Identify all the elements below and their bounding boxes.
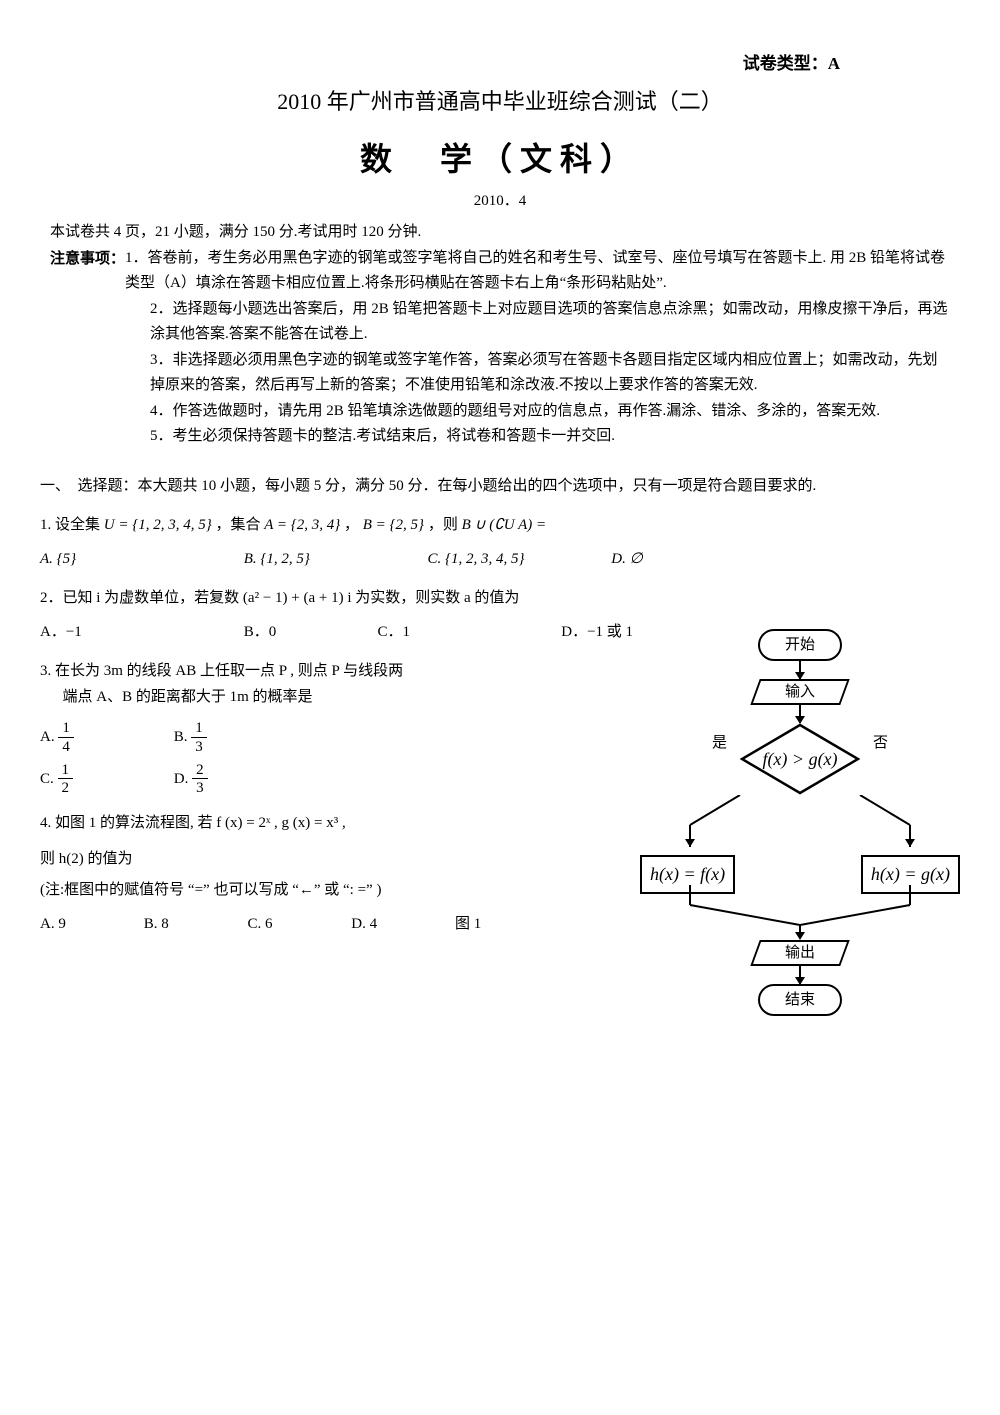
q3-line1: 3. 在长为 3m 的线段 AB 上任取一点 P , 则点 P 与线段两 bbox=[40, 659, 600, 685]
section-1-title: 一、 选择题：本大题共 10 小题，每小题 5 分，满分 50 分．在每小题给出… bbox=[40, 474, 960, 500]
q3-a-den: 4 bbox=[58, 738, 74, 756]
notice-item-2: 2．选择题每小题选出答案后，用 2B 铅笔把答题卡上对应题目选项的答案信息点涂黑… bbox=[150, 297, 950, 348]
q1-expr: B ∪ (∁U A) = bbox=[462, 517, 547, 533]
flow-output-text: 输出 bbox=[785, 945, 815, 961]
exam-date: 2010．4 bbox=[40, 189, 960, 215]
main-title: 2010 年广州市普通高中毕业班综合测试（二） bbox=[40, 83, 960, 120]
flow-input-text: 输入 bbox=[785, 684, 815, 700]
question-1: 1. 设全集 U = {1, 2, 3, 4, 5} ，集合 A = {2, 3… bbox=[40, 513, 960, 572]
q3-c-den: 2 bbox=[58, 779, 74, 797]
question-4: 4. 如图 1 的算法流程图, 若 f (x) = 2ˣ , g (x) = x… bbox=[40, 811, 600, 937]
q1-opt-a: A. {5} bbox=[40, 547, 240, 573]
flow-yes-label: 是 bbox=[712, 731, 727, 757]
q1-U: U = {1, 2, 3, 4, 5} bbox=[104, 517, 212, 533]
q3-b-pre: B. bbox=[174, 729, 188, 745]
flow-end: 结束 bbox=[758, 984, 842, 1016]
flow-no-label: 否 bbox=[873, 731, 888, 757]
q1-B: B = {2, 5} bbox=[363, 517, 424, 533]
q2-opt-b: B．0 bbox=[244, 620, 374, 646]
flow-start: 开始 bbox=[758, 629, 842, 661]
q4-note: (注:框图中的赋值符号 “=” 也可以写成 “←” 或 “: =” ) bbox=[40, 878, 600, 904]
notice-item-5: 5．考生必须保持答题卡的整洁.考试结束后，将试卷和答题卡一并交回. bbox=[150, 424, 950, 450]
q3-b-den: 3 bbox=[191, 738, 207, 756]
flow-input: 输入 bbox=[755, 679, 845, 705]
q1-A: A = {2, 3, 4} bbox=[264, 517, 340, 533]
notice-label: 注意事项： bbox=[50, 250, 125, 267]
q3-opt-c: C. 12 bbox=[40, 762, 170, 798]
q4-opt-a: A. 9 bbox=[40, 912, 140, 938]
flow-decision: f(x) > g(x) 是 否 bbox=[740, 723, 860, 795]
flowchart-figure: 开始 输入 f(x) > g(x) 是 否 h(x) = f(x) h(x) =… bbox=[640, 629, 960, 1016]
flow-arrow-icon bbox=[799, 661, 801, 679]
q3-opt-d: D. 23 bbox=[174, 762, 304, 798]
subject-title: 数 学（文科） bbox=[40, 132, 960, 186]
q1-mid3: ，则 bbox=[428, 517, 458, 533]
q2-opt-a: A．−1 bbox=[40, 620, 240, 646]
q3-c-pre: C. bbox=[40, 771, 54, 787]
q1-mid1: ，集合 bbox=[215, 517, 260, 533]
flow-branch-lines-icon bbox=[640, 795, 960, 855]
q4-opt-b: B. 8 bbox=[144, 912, 244, 938]
exam-summary: 本试卷共 4 页，21 小题，满分 150 分.考试用时 120 分钟. bbox=[40, 220, 960, 246]
q1-opt-c: C. {1, 2, 3, 4, 5} bbox=[428, 547, 608, 573]
question-3: 3. 在长为 3m 的线段 AB 上任取一点 P , 则点 P 与线段两 端点 … bbox=[40, 659, 600, 797]
q3-opt-a: A. 14 bbox=[40, 720, 170, 756]
paper-type-line: 试卷类型：A bbox=[40, 50, 960, 79]
q3-d-pre: D. bbox=[174, 771, 189, 787]
q2-stem: 2．已知 i 为虚数单位，若复数 (a² − 1) + (a + 1) i 为实… bbox=[40, 590, 519, 606]
q4-opt-d: D. 4 bbox=[351, 912, 451, 938]
notice-block: 注意事项： 1．答卷前，考生务必用黑色字迹的钢笔或签字笔将自己的姓名和考生号、试… bbox=[40, 246, 960, 450]
flow-assign-yes: h(x) = f(x) bbox=[640, 855, 735, 894]
q2-opt-d: D．−1 或 1 bbox=[561, 620, 633, 646]
figure-1-label: 图 1 bbox=[455, 916, 481, 932]
q4-opt-c: C. 6 bbox=[248, 912, 348, 938]
notice-item-4: 4．作答选做题时，请先用 2B 铅笔填涂选做题的题组号对应的信息点，再作答.漏涂… bbox=[150, 399, 950, 425]
flow-arrow-icon bbox=[799, 966, 801, 984]
q2-opt-c: C．1 bbox=[378, 620, 558, 646]
q4-line2: 则 h(2) 的值为 bbox=[40, 847, 600, 873]
flow-arrow-icon bbox=[799, 705, 801, 723]
q1-pre: 1. 设全集 bbox=[40, 517, 100, 533]
paper-type-value: A bbox=[828, 54, 840, 73]
flow-cond: f(x) > g(x) bbox=[740, 723, 860, 795]
q3-c-num: 1 bbox=[58, 762, 74, 780]
notice-item-1: 1．答卷前，考生务必用黑色字迹的钢笔或签字笔将自己的姓名和考生号、试室号、座位号… bbox=[125, 246, 950, 297]
q1-opt-d: D. ∅ bbox=[611, 547, 642, 573]
q1-opt-b: B. {1, 2, 5} bbox=[244, 547, 424, 573]
q3-d-num: 2 bbox=[192, 762, 208, 780]
q3-b-num: 1 bbox=[191, 720, 207, 738]
q3-d-den: 3 bbox=[192, 779, 208, 797]
q3-line2: 端点 A、B 的距离都大于 1m 的概率是 bbox=[40, 685, 600, 711]
q3-a-num: 1 bbox=[58, 720, 74, 738]
flow-output: 输出 bbox=[755, 940, 845, 966]
q4-line1: 4. 如图 1 的算法流程图, 若 f (x) = 2ˣ , g (x) = x… bbox=[40, 811, 600, 837]
flow-assign-no: h(x) = g(x) bbox=[861, 855, 960, 894]
paper-type-label: 试卷类型： bbox=[743, 54, 828, 73]
q3-opt-b: B. 13 bbox=[174, 720, 304, 756]
notice-item-3: 3．非选择题必须用黑色字迹的钢笔或签字笔作答，答案必须写在答题卡各题目指定区域内… bbox=[150, 348, 950, 399]
q3-a-pre: A. bbox=[40, 729, 55, 745]
q1-mid2: ， bbox=[344, 517, 359, 533]
